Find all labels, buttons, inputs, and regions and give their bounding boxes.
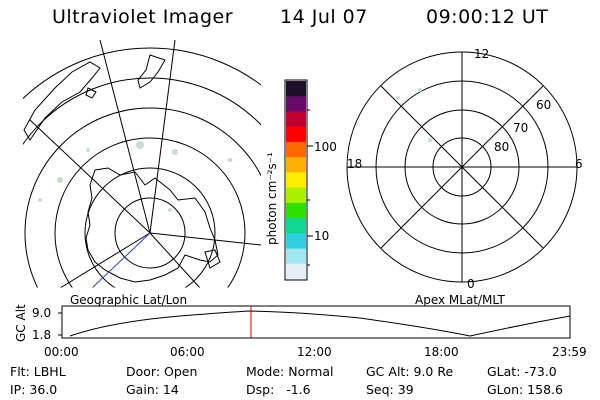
new-zealand-coastline: [137, 54, 166, 89]
longitude-line: [59, 232, 151, 288]
door-info: Door: Open: [126, 364, 198, 379]
colorbar-band: [286, 248, 306, 265]
longitude-line: [149, 232, 261, 246]
colorbar-band: [286, 126, 306, 143]
altitude-ytick-1-8: 1.8: [32, 328, 52, 342]
time-tick-1200: 12:00: [297, 345, 332, 359]
altitude-ytick-9: 9.0: [32, 306, 52, 320]
orbit-track: [91, 232, 151, 288]
time-tick-2359: 23:59: [552, 345, 587, 359]
mlt-line-diagonal: [380, 85, 544, 249]
colorbar-band: [286, 157, 306, 173]
colorbar-band: [286, 218, 306, 234]
aurora-glow: [396, 88, 432, 142]
dsp-info: Dsp: -1.6: [246, 382, 311, 397]
longitude-line: [99, 40, 151, 234]
colorbar-band: [286, 172, 306, 189]
antarctica-coastline: [85, 167, 219, 283]
longitude-line: [149, 232, 201, 288]
colorbar-band: [286, 187, 306, 204]
latitude-circle: [84, 167, 216, 288]
mlat-label-80: 80: [494, 140, 510, 154]
geographic-label: Geographic Lat/Lon: [70, 293, 188, 307]
colorbar-band: [286, 81, 306, 97]
glon-info: GLon: 158.6: [487, 382, 563, 397]
longitude-line: [29, 119, 151, 234]
longitude-line: [149, 40, 176, 234]
latitude-circle: [23, 77, 261, 146]
mlt-label-right: 6: [575, 157, 583, 171]
latitude-circle: [24, 107, 261, 288]
seq-info: Seq: 39: [366, 382, 414, 397]
colorbar-band: [286, 141, 306, 158]
apex-label: Apex MLat/MLT: [415, 293, 505, 307]
mlt-label-bottom: 0: [467, 277, 475, 291]
latitude-circle: [54, 137, 246, 288]
time-tick-1800: 18:00: [424, 345, 459, 359]
colorbar-band: [286, 202, 306, 219]
mlat-label-70: 70: [513, 121, 529, 135]
instrument-title: Ultraviolet Imager: [52, 6, 234, 28]
australia-coastline: [23, 61, 101, 141]
tasmania-coastline: [85, 87, 97, 99]
colorbar-band: [286, 263, 306, 280]
island-outline: [204, 249, 221, 269]
mlat-label-60: 60: [536, 98, 552, 112]
gc-alt-info: GC Alt: 9.0 Re: [366, 364, 454, 379]
colorbar-band: [286, 111, 306, 128]
observation-time: 09:00:12 UT: [426, 6, 549, 28]
colorbar-tick-10: 10: [314, 229, 330, 243]
time-tick-0000: 00:00: [44, 345, 79, 359]
latitude-circle: [23, 47, 261, 100]
ip-info: IP: 36.0: [10, 382, 58, 397]
glat-info: GLat: -73.0: [487, 364, 557, 379]
gain-info: Gain: 14: [126, 382, 179, 397]
colorbar-band: [286, 233, 306, 250]
mode-info: Mode: Normal: [246, 364, 334, 379]
altitude-ylabel: GC Alt: [14, 304, 28, 342]
filter-info: Flt: LBHL: [10, 364, 66, 379]
latitude-circle: [114, 197, 186, 269]
aurora-glow: [38, 141, 232, 212]
mlt-label-top: 12: [474, 47, 490, 61]
observation-date: 14 Jul 07: [280, 6, 368, 28]
altitude-curve: [69, 310, 571, 337]
mlt-label-left: 18: [347, 157, 363, 171]
time-tick-0600: 06:00: [170, 345, 205, 359]
colorbar-tick-100: 100: [314, 140, 337, 154]
colorbar-band: [286, 96, 306, 112]
